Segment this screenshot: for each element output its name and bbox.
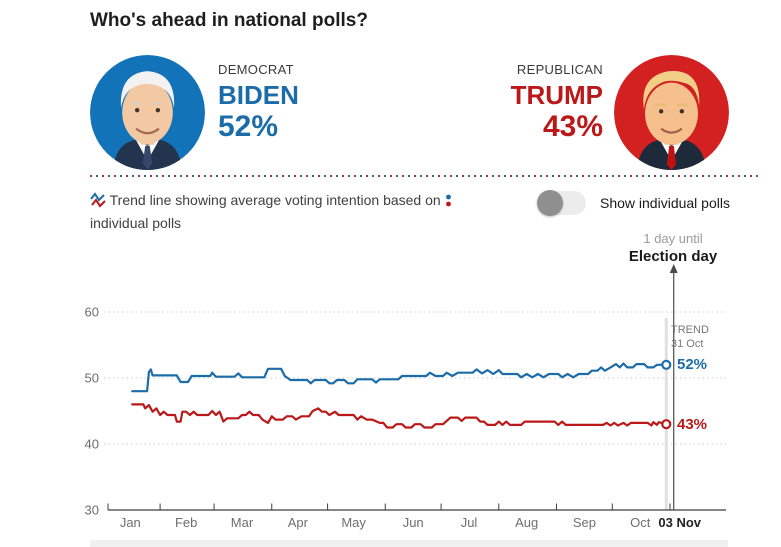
svg-text:30: 30 (85, 503, 99, 518)
biden-trend-end-label: 52% (677, 356, 708, 373)
republican-party-label: REPUBLICAN (516, 62, 603, 77)
trump-name: TRUMP (510, 80, 603, 110)
legend-text-after: individual polls (90, 215, 182, 231)
svg-text:Aug: Aug (515, 515, 538, 530)
svg-text:03 Nov: 03 Nov (658, 515, 701, 530)
trump-summary: REPUBLICAN TRUMP 43% (511, 62, 603, 143)
horizontal-scrollbar-track (90, 540, 728, 547)
election-day-annotation: 1 day until Election day (592, 231, 754, 265)
svg-text:Jun: Jun (403, 515, 424, 530)
individual-polls-dots-icon (445, 192, 452, 213)
trump-trend-end-label: 43% (677, 416, 708, 433)
svg-text:40: 40 (85, 437, 99, 452)
biden-summary: DEMOCRAT BIDEN 52% (218, 62, 299, 143)
svg-text:Feb: Feb (175, 515, 197, 530)
trump-percentage: 43% (542, 110, 603, 143)
biden-percentage: 52% (218, 110, 279, 143)
trend-caption-line1: TREND (671, 324, 709, 336)
svg-text:50: 50 (85, 371, 99, 386)
dotted-divider (90, 175, 758, 177)
biden-name: BIDEN (218, 80, 299, 110)
trend-caption-line2: 31 Oct (671, 338, 704, 350)
page-title: Who's ahead in national polls? (90, 10, 368, 31)
svg-text:60: 60 (85, 305, 99, 320)
legend-text-before: Trend line showing average voting intent… (109, 192, 441, 208)
days-until-text: 1 day until (643, 231, 703, 246)
democrat-party-label: DEMOCRAT (218, 62, 294, 77)
election-day-text: Election day (628, 248, 718, 265)
svg-text:Apr: Apr (288, 515, 309, 530)
trump-portrait-illustration (614, 55, 729, 170)
svg-text:Oct: Oct (630, 515, 651, 530)
svg-text:May: May (341, 515, 366, 530)
svg-text:Mar: Mar (231, 515, 254, 530)
biden-portrait-illustration (90, 55, 205, 170)
chart-legend: Trend line showing average voting intent… (90, 190, 510, 233)
biden-photo (90, 55, 205, 170)
toggle-label: Show individual polls (600, 195, 730, 211)
trump-photo (614, 55, 729, 170)
svg-text:Sep: Sep (573, 515, 596, 530)
trend-lines-icon (90, 191, 106, 213)
svg-text:Jul: Jul (461, 515, 478, 530)
trend-caption: TREND 31 Oct (671, 323, 709, 351)
toggle-knob[interactable] (537, 190, 563, 216)
svg-text:Jan: Jan (120, 515, 141, 530)
show-individual-polls-toggle[interactable] (537, 190, 586, 216)
